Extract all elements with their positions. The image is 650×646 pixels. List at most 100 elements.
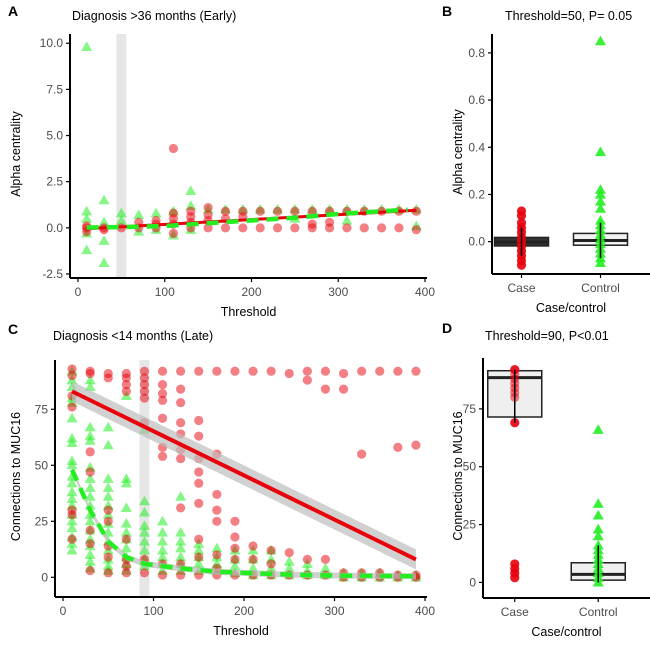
control-point (157, 535, 169, 546)
control-point (595, 257, 606, 268)
y-tick-label: 5.0 (46, 129, 63, 143)
case-point (85, 368, 95, 379)
control-point (592, 498, 604, 508)
y-tick-label: 25 (463, 518, 477, 532)
x-tick-label: 400 (415, 604, 435, 618)
control-point (102, 421, 114, 432)
y-tick-label: 2.5 (46, 175, 63, 189)
y-tick-label: 0.6 (468, 93, 485, 107)
case-point (357, 449, 367, 459)
case-point (230, 532, 240, 542)
case-point (212, 505, 222, 515)
chart-title: Diagnosis >36 months (Early) (72, 9, 236, 23)
case-point (121, 568, 131, 578)
threshold-highlight-band (139, 360, 150, 597)
control-point (98, 194, 110, 205)
case-point (176, 418, 186, 428)
control-point (81, 41, 93, 52)
case-point (157, 389, 168, 399)
case-point (85, 565, 95, 576)
x-axis-label: Threshold (221, 305, 277, 319)
y-tick-label: 0.8 (468, 46, 485, 60)
case-point (255, 223, 265, 233)
case-point (139, 386, 150, 396)
control-point (84, 549, 96, 560)
case-point (290, 206, 300, 216)
case-point (194, 467, 204, 477)
x-axis-label: Threshold (213, 624, 269, 638)
panel-d: D Threshold=90, P<0.01 0 25 50 75 Case Control C… (442, 320, 650, 639)
control-fit-line (86, 207, 408, 230)
y-tick-label: 0.0 (46, 221, 63, 235)
case-point (67, 402, 77, 412)
case-point (157, 380, 168, 390)
control-point (595, 35, 606, 46)
case-point (255, 206, 265, 216)
case-point (516, 211, 527, 221)
case-point (139, 393, 150, 403)
control-point (66, 486, 78, 497)
case-point (212, 366, 222, 376)
control-point (592, 523, 604, 534)
case-point (157, 570, 168, 580)
case-point (67, 534, 77, 544)
case-point (194, 552, 204, 562)
control-point (341, 214, 353, 225)
control-point (157, 515, 169, 526)
case-point (238, 223, 248, 233)
control-point (229, 560, 241, 571)
control-point (138, 544, 150, 555)
control-point (102, 482, 114, 492)
control-point (185, 185, 197, 196)
case-point (357, 366, 367, 376)
control-point (319, 562, 331, 573)
case-point (103, 516, 113, 526)
case-point (212, 489, 222, 500)
case-point (359, 223, 369, 233)
control-point (592, 530, 604, 541)
y-tick-label: 0 (41, 570, 48, 584)
case-point (157, 366, 168, 376)
case-point (272, 223, 283, 233)
case-point (248, 366, 258, 376)
control-point (595, 196, 606, 206)
control-point (102, 473, 114, 483)
chart-title: Threshold=50, P= 0.05 (505, 9, 632, 23)
control-point (283, 556, 295, 566)
case-point (85, 525, 95, 535)
y-tick-label: 50 (463, 460, 477, 474)
case-point (342, 223, 352, 233)
case-point (194, 415, 204, 426)
y-axis-label: Alpha centrality (451, 109, 465, 195)
control-point (138, 495, 150, 506)
control-point (84, 421, 96, 432)
y-tick-label: -2.5 (42, 267, 63, 281)
case-point (121, 373, 131, 383)
control-point (193, 544, 205, 555)
control-point (66, 459, 78, 470)
case-point (168, 143, 179, 154)
control-point (115, 214, 127, 225)
y-tick-label: 0 (469, 575, 476, 589)
x-tick-label: Control (581, 281, 620, 295)
chart-title: Threshold=90, P<0.01 (485, 329, 609, 343)
case-point (194, 498, 204, 508)
control-point (66, 493, 78, 504)
case-point (194, 534, 204, 544)
panel-label: C (8, 321, 18, 337)
threshold-highlight-band (116, 34, 127, 278)
case-point (139, 568, 150, 578)
control-point (84, 515, 96, 526)
case-point (85, 539, 95, 549)
case-point (121, 386, 131, 396)
x-tick-label: Case (501, 605, 529, 619)
case-point (67, 364, 77, 374)
control-point (84, 381, 96, 392)
case-point (176, 453, 186, 464)
x-tick-label: 0 (75, 285, 82, 299)
case-point (324, 217, 335, 227)
case-point (411, 366, 421, 376)
control-point (98, 216, 110, 227)
control-point (138, 520, 150, 530)
control-point (157, 527, 169, 537)
